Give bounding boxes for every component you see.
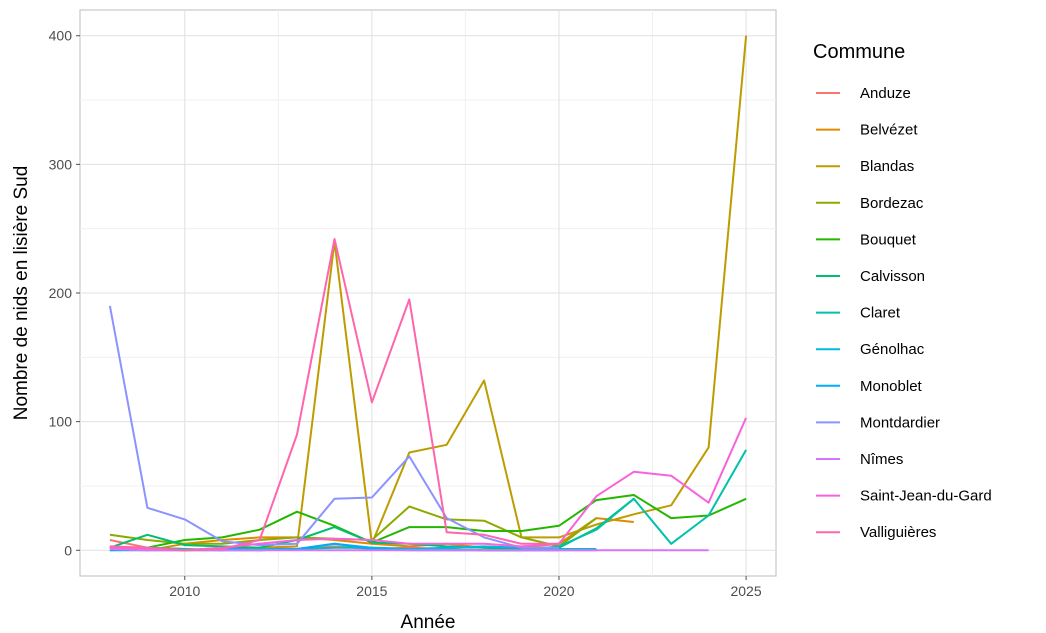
y-axis-ticks: 0 100 200 300 400	[49, 28, 80, 558]
legend-label: Nîmes	[860, 451, 903, 468]
grid-major	[80, 10, 776, 576]
x-tick-label: 2010	[169, 583, 200, 599]
y-tick-label: 0	[64, 542, 72, 558]
y-tick-label: 300	[49, 156, 73, 172]
legend-label: Monoblet	[860, 378, 923, 395]
legend-label: Belvézet	[860, 122, 918, 139]
y-axis-title: Nombre de nids en lisière Sud	[11, 166, 32, 421]
legend-label: Saint-Jean-du-Gard	[860, 488, 992, 505]
x-tick-label: 2025	[730, 583, 761, 599]
x-axis-ticks: 2010 2015 2020 2025	[169, 576, 762, 599]
series-line	[109, 417, 748, 552]
x-tick-label: 2015	[356, 583, 387, 599]
x-axis-title: Année	[401, 612, 456, 633]
y-tick-label: 200	[49, 285, 73, 301]
legend-label: Calvisson	[860, 268, 925, 285]
series-line	[108, 305, 559, 549]
grid-minor	[80, 10, 776, 576]
legend-label: Anduze	[860, 85, 911, 102]
legend-title: Commune	[813, 41, 905, 63]
legend-label: Bouquet	[860, 231, 917, 248]
y-tick-label: 100	[49, 414, 73, 430]
legend-label: Montdardier	[860, 414, 940, 431]
series-line	[109, 238, 559, 552]
legend: Commune Anduze Belvézet Blandas Bordezac Bou…	[813, 41, 992, 541]
legend-label: Claret	[860, 305, 901, 322]
x-tick-label: 2020	[543, 583, 574, 599]
legend-label: Valliguières	[860, 524, 936, 541]
legend-label: Génolhac	[860, 341, 925, 358]
series-layer	[108, 35, 748, 552]
y-tick-label: 400	[49, 28, 73, 44]
legend-label: Blandas	[860, 158, 914, 175]
legend-label: Bordezac	[860, 195, 924, 212]
